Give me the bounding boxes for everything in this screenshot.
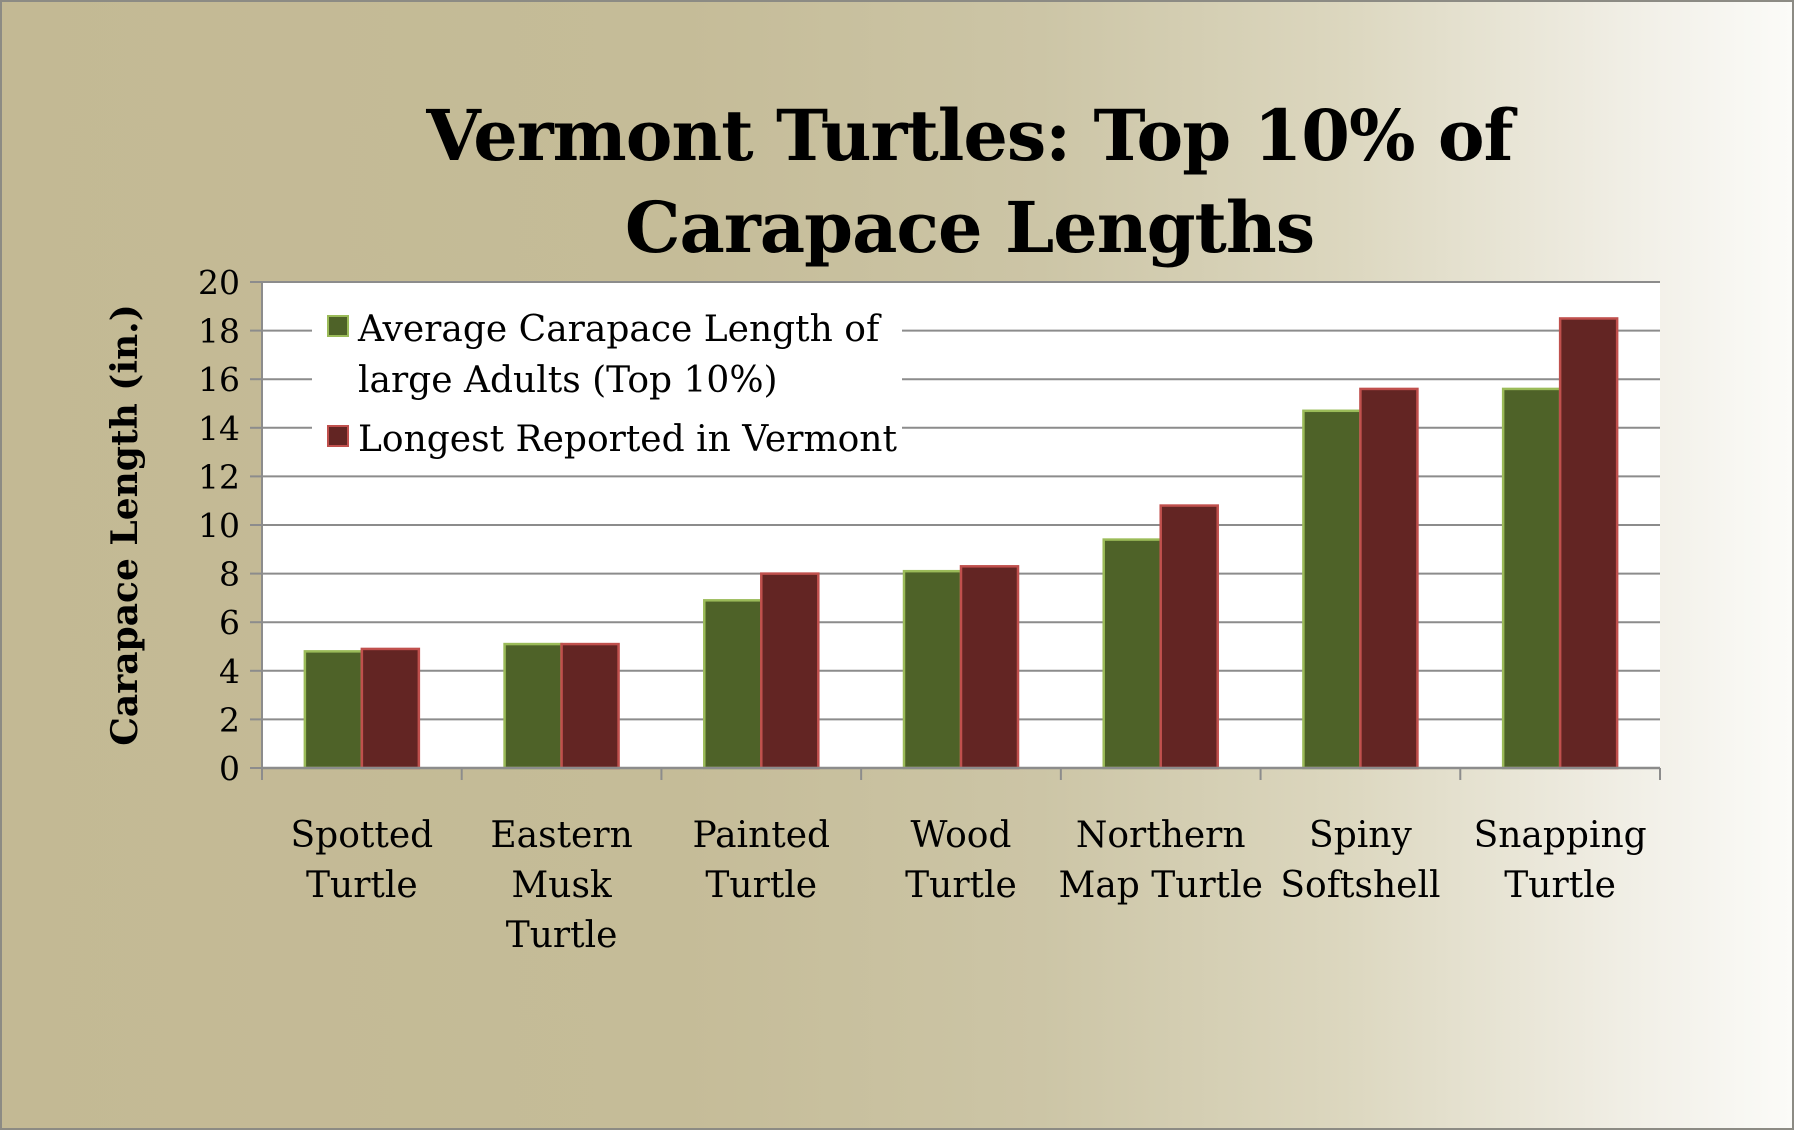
y-tick-label: 0 — [219, 749, 240, 788]
bar — [703, 599, 763, 770]
x-tick-label: Painted Turtle — [692, 815, 830, 906]
bar — [1558, 317, 1619, 770]
bar — [503, 642, 563, 770]
x-tick-label: Eastern Musk Turtle — [490, 815, 632, 956]
x-tick-label: Spiny Softshell — [1280, 815, 1440, 906]
legend-label: Longest Reported in Vermont — [358, 419, 897, 460]
bar — [959, 565, 1020, 770]
y-tick-label: 8 — [219, 555, 240, 594]
y-tick-label: 12 — [198, 457, 240, 496]
bar — [902, 569, 963, 770]
legend-box — [312, 300, 902, 470]
x-tick-label: Wood Turtle — [905, 815, 1017, 906]
bar — [1102, 538, 1162, 770]
legend-swatch — [327, 425, 349, 447]
y-axis-title: Carapace Length (in.) — [104, 304, 146, 745]
y-tick-label: 4 — [219, 652, 240, 691]
bar — [560, 642, 620, 770]
y-tick-label: 20 — [198, 263, 240, 302]
y-tick-label: 18 — [198, 312, 240, 351]
bar — [303, 650, 364, 770]
y-tick-label: 14 — [198, 409, 240, 448]
y-tick-label: 6 — [219, 603, 240, 642]
y-tick-label: 2 — [219, 700, 240, 739]
y-tick-label: 16 — [198, 360, 240, 399]
bar — [1501, 387, 1562, 770]
chart-title: Vermont Turtles: Top 10% of Carapace Len… — [426, 94, 1513, 269]
y-tick-label: 10 — [198, 506, 240, 545]
legend-swatch — [327, 315, 349, 337]
x-tick-label: Spotted Turtle — [291, 815, 434, 906]
bar — [1302, 409, 1362, 770]
legend-label: Average Carapace Length of large Adults (… — [357, 309, 882, 401]
x-tick-label: Snapping Turtle — [1474, 815, 1647, 906]
bar — [360, 647, 421, 770]
bar — [1159, 504, 1219, 770]
bar — [1359, 387, 1419, 770]
x-tick-label: Northern Map Turtle — [1058, 815, 1263, 906]
bar — [760, 572, 820, 770]
